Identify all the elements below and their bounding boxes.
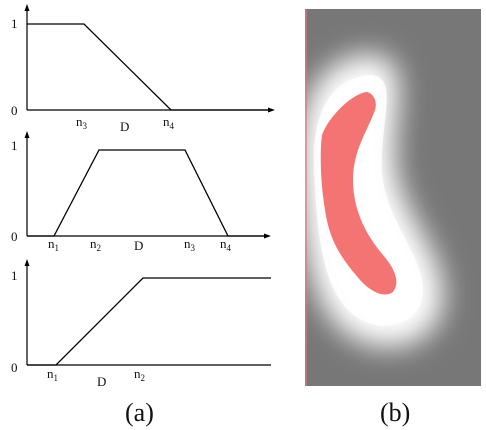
x-label-n1: n1 (47, 366, 58, 383)
y-tick-1: 1 (11, 16, 18, 31)
y-axis-arrow-icon (24, 259, 30, 266)
x-label-n1: n1 (48, 236, 59, 253)
x-axis-arrow-icon (268, 107, 275, 113)
x-label-n4: n4 (220, 236, 232, 253)
membership-curve (27, 277, 271, 366)
y-axis-arrow-icon (24, 4, 30, 11)
membership-plot-1: 1 0 n3 D n4 (11, 4, 275, 134)
membership-plot-2: 1 0 n1 n2 D n3 n4 (11, 131, 271, 253)
membership-plot-3: 1 0 n1 D n2 (11, 259, 271, 389)
x-label-d: D (97, 374, 106, 389)
panel-b: (b) (305, 9, 481, 427)
caption-a: (a) (125, 398, 154, 427)
y-axis-arrow-icon (24, 131, 30, 138)
x-label-d: D (120, 119, 129, 134)
x-label-n2: n2 (134, 366, 145, 383)
x-label-d: D (134, 238, 143, 253)
red-shape (320, 92, 397, 295)
y-tick-0: 0 (11, 103, 18, 118)
left-edge-line (305, 9, 307, 386)
x-label-n4: n4 (163, 114, 175, 131)
y-tick-0: 0 (11, 229, 18, 244)
x-axis-arrow-icon (264, 233, 271, 239)
caption-b: (b) (380, 398, 410, 427)
x-label-n3: n3 (76, 114, 88, 131)
y-tick-1: 1 (11, 138, 18, 153)
panel-a: 1 0 n3 D n4 1 0 n1 n2 D n3 n4 1 (11, 4, 275, 427)
x-label-n3: n3 (184, 236, 196, 253)
x-label-n2: n2 (90, 236, 101, 253)
y-tick-1: 1 (11, 268, 18, 283)
y-tick-0: 0 (11, 360, 18, 375)
membership-curve (27, 149, 266, 237)
membership-curve (27, 23, 270, 111)
